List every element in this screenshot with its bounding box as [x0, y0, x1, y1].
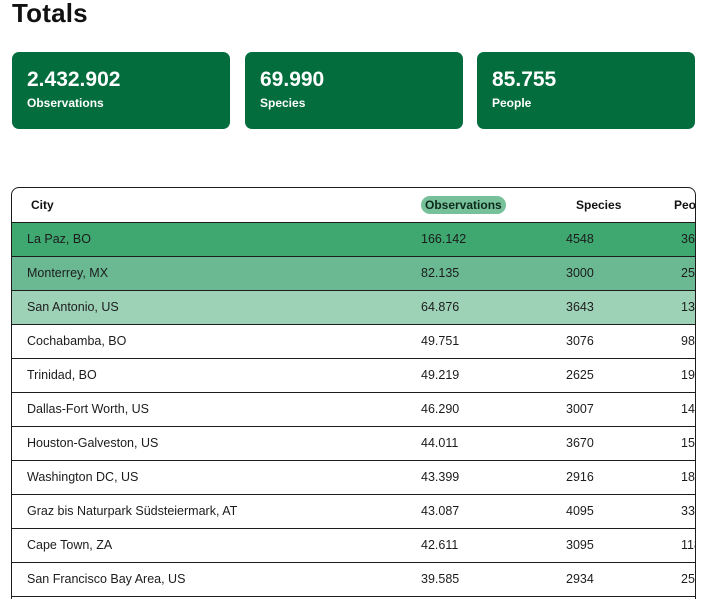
stat-value-species: 69.990: [260, 68, 325, 91]
cell-observations: 39.585: [421, 572, 460, 586]
cell-city: Trinidad, BO: [27, 368, 97, 382]
cell-people: 3650: [681, 232, 695, 246]
cell-observations: 64.876: [421, 300, 460, 314]
cell-city: Graz bis Naturpark Südsteiermark, AT: [27, 504, 238, 518]
cell-observations: 166.142: [421, 232, 467, 246]
cell-city: Monterrey, MX: [27, 266, 109, 280]
stat-card-species: 69.990 Species: [245, 52, 463, 129]
table-row: Washington DC, US 43.399 2916 1815: [12, 460, 695, 494]
cell-species: 2916: [566, 470, 594, 484]
table-row: San Francisco Bay Area, US 39.585 2934 2566: [12, 562, 695, 596]
cell-people: 1355: [681, 300, 695, 314]
sort-indicator-pill[interactable]: Observations: [421, 195, 506, 214]
cell-species: 3643: [566, 300, 594, 314]
cell-species: 3095: [566, 538, 594, 552]
table-row: Monterrey, MX 82.135 3000 2593: [12, 256, 695, 290]
cell-species: 4095: [566, 504, 594, 518]
table-row: La Paz, BO 166.142 4548 3650: [12, 222, 695, 256]
cell-species: 3000: [566, 266, 594, 280]
cell-observations: 42.611: [421, 538, 459, 552]
cell-city: Cape Town, ZA: [27, 538, 113, 552]
cell-city: Cochabamba, BO: [27, 334, 127, 348]
cell-observations: 49.219: [421, 368, 460, 382]
cell-observations: 49.751: [421, 334, 460, 348]
table-row: Graz bis Naturpark Südsteiermark, AT 43.0…: [12, 494, 695, 528]
cell-observations: 46.290: [421, 402, 460, 416]
city-ranking-table: City Observations Species People La Paz,…: [11, 187, 696, 599]
cell-people: 1430: [681, 402, 695, 416]
cell-species: 2934: [566, 572, 594, 586]
cell-species: 3076: [566, 334, 594, 348]
cell-people: 1982: [681, 368, 695, 382]
cell-people: 1542: [681, 436, 695, 450]
page-title: Totals: [12, 0, 88, 28]
cell-species: 4548: [566, 232, 594, 246]
cell-people: 1815: [681, 470, 695, 484]
cell-observations: 82.135: [421, 266, 460, 280]
cell-city: Dallas-Fort Worth, US: [27, 402, 150, 416]
stat-value-observations: 2.432.902: [27, 68, 121, 91]
cell-city: Houston-Galveston, US: [27, 436, 159, 450]
cell-city: La Paz, BO: [27, 232, 91, 246]
stat-card-observations: 2.432.902 Observations: [12, 52, 230, 129]
cell-people: 2566: [681, 572, 695, 586]
stat-label-people: People: [492, 96, 532, 110]
table-row: Dallas-Fort Worth, US 46.290 3007 1430: [12, 392, 695, 426]
column-header-observations[interactable]: Observations: [406, 188, 551, 223]
stat-card-people: 85.755 People: [477, 52, 695, 129]
cell-people: 332: [681, 504, 695, 518]
column-header-people[interactable]: People: [668, 188, 695, 223]
stat-label-observations: Observations: [27, 96, 104, 110]
column-header-city[interactable]: City: [12, 188, 406, 223]
cell-species: 3670: [566, 436, 594, 450]
cell-city: San Francisco Bay Area, US: [27, 572, 186, 586]
cell-species: 2625: [566, 368, 594, 382]
table-row: San Antonio, US 64.876 3643 1355: [12, 290, 695, 324]
cell-observations: 43.399: [421, 470, 460, 484]
table-body: La Paz, BO 166.142 4548 3650 Monterrey, MX 82…: [12, 222, 695, 596]
cell-city: Washington DC, US: [27, 470, 139, 484]
cell-people: 1181: [681, 538, 695, 552]
column-header-species[interactable]: Species: [551, 188, 668, 223]
stat-value-people: 85.755: [492, 68, 557, 91]
table-header-row: City Observations Species People: [12, 188, 695, 223]
cell-species: 3007: [566, 402, 594, 416]
table-row: Cape Town, ZA 42.611 3095 1181: [12, 528, 695, 562]
cell-people: 981: [681, 334, 695, 348]
cell-observations: 44.011: [421, 436, 459, 450]
stat-label-species: Species: [260, 96, 306, 110]
cell-people: 2593: [681, 266, 695, 280]
table-row: Houston-Galveston, US 44.011 3670 1542: [12, 426, 695, 460]
cell-city: San Antonio, US: [27, 300, 119, 314]
table-row: Cochabamba, BO 49.751 3076 981: [12, 324, 695, 358]
cell-observations: 43.087: [421, 504, 460, 518]
table-row: Trinidad, BO 49.219 2625 1982: [12, 358, 695, 392]
